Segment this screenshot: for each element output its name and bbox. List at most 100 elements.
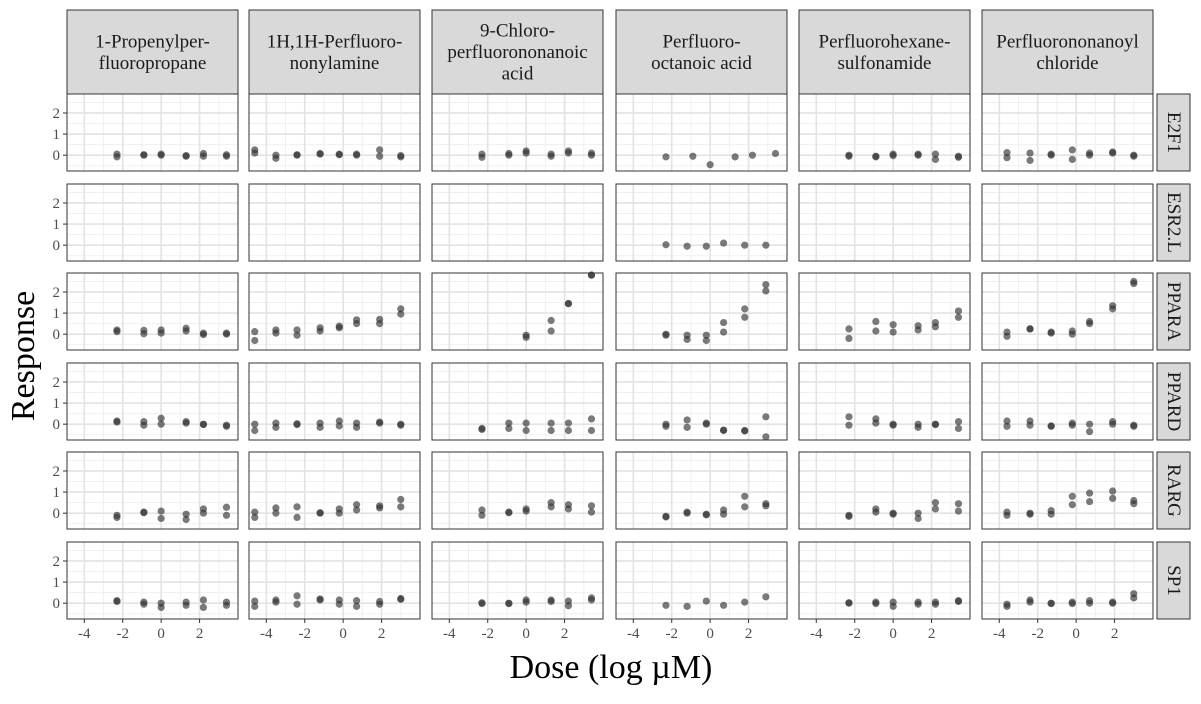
column-strip-chloride — [981, 9, 1154, 95]
data-point — [564, 149, 573, 157]
data-point — [397, 310, 405, 318]
data-point — [683, 602, 691, 610]
x-axis-title: Dose (log µM) — [510, 649, 713, 686]
panel-background — [799, 363, 970, 440]
data-point — [914, 509, 922, 517]
panel-esr2-l-nonylamine — [248, 183, 421, 262]
panel-border — [981, 272, 1154, 351]
data-point — [547, 327, 555, 335]
data-point — [1068, 421, 1076, 429]
data-point — [683, 509, 691, 517]
column-strip-label: fluoropropane — [99, 53, 207, 74]
data-point — [1130, 279, 1138, 288]
data-point — [1003, 602, 1011, 610]
y-tick-label: 2 — [53, 375, 61, 391]
panel-sp1-nonylamine — [248, 541, 421, 620]
data-point — [1109, 305, 1117, 313]
data-point — [522, 507, 530, 515]
data-point — [719, 239, 728, 247]
data-point — [889, 152, 897, 160]
data-point — [564, 505, 573, 513]
data-point — [587, 502, 596, 510]
data-point — [293, 513, 301, 521]
data-point — [954, 507, 963, 515]
data-point — [335, 422, 343, 430]
data-point — [1003, 417, 1011, 425]
data-point — [954, 424, 963, 432]
x-tick-label: 2 — [745, 626, 753, 642]
data-point — [251, 426, 259, 435]
data-point — [872, 327, 880, 335]
data-point — [683, 423, 691, 431]
x-tick-label: -2 — [481, 626, 494, 642]
row-strip-label: E2F1 — [1163, 112, 1184, 153]
column-strip-pfoa — [615, 9, 788, 95]
y-tick-label: 0 — [53, 327, 61, 343]
panel-esr2-l-propenyl — [66, 183, 239, 262]
data-point — [872, 153, 880, 161]
data-point — [931, 155, 940, 163]
row-strip-label: SP1 — [1163, 565, 1184, 596]
data-point — [547, 597, 555, 606]
data-point — [702, 336, 710, 345]
data-point — [931, 600, 940, 608]
x-tick-label: 0 — [157, 626, 165, 642]
data-point — [113, 513, 121, 521]
column-strip-label: Perfluoro- — [662, 31, 740, 52]
x-tick-label: -2 — [298, 626, 311, 642]
data-point — [1003, 511, 1011, 519]
y-tick-label: 0 — [53, 238, 61, 254]
row-strip-label: PPARA — [1163, 282, 1184, 342]
data-point — [335, 600, 343, 608]
x-tick-label: -2 — [665, 626, 678, 642]
data-point — [316, 423, 324, 431]
panel-ppard-propenyl — [66, 362, 239, 441]
x-axis-labels: -4 -2 0 2 -4 -2 0 2 -4 -2 0 2 -4 -2 0 2 -4 -2 0 2 -4 -2 0 2 — [78, 619, 1118, 642]
data-point — [251, 336, 259, 345]
data-point — [741, 598, 749, 606]
data-point — [914, 151, 922, 159]
data-point — [1068, 155, 1076, 163]
data-point — [522, 149, 530, 157]
data-point — [914, 326, 922, 334]
row-strip-ppard — [1156, 362, 1191, 441]
data-point — [352, 423, 361, 431]
data-point — [547, 503, 555, 511]
panel-e2f1-propenyl — [66, 93, 239, 172]
data-point — [397, 503, 405, 511]
data-point — [182, 515, 190, 524]
data-point — [564, 602, 573, 610]
panel-esr2-l-chloro — [431, 183, 604, 262]
panel-background — [432, 273, 603, 350]
panel-border — [431, 362, 604, 441]
data-point — [914, 423, 922, 431]
data-point — [1109, 149, 1117, 157]
data-point — [845, 334, 853, 342]
panel-ppard-chloro — [431, 362, 604, 441]
data-point — [587, 151, 596, 159]
data-point — [293, 592, 301, 600]
data-point — [199, 152, 208, 160]
data-point — [222, 511, 231, 519]
panel-background — [799, 94, 970, 171]
data-point — [140, 600, 148, 608]
data-point — [719, 510, 728, 518]
panel-border — [615, 451, 788, 530]
data-point — [293, 503, 301, 511]
x-tick-label: -2 — [1031, 626, 1044, 642]
panel-rarg-sulfonamide — [798, 451, 971, 530]
data-point — [251, 508, 259, 516]
data-point — [662, 330, 670, 338]
data-point — [478, 153, 486, 161]
data-point — [272, 598, 280, 606]
panel-rarg-chloro — [431, 451, 604, 530]
data-point — [505, 509, 513, 517]
data-point — [1026, 149, 1034, 157]
data-point — [478, 600, 486, 608]
data-point — [1109, 494, 1117, 503]
column-strip-label: acid — [502, 64, 534, 85]
data-point — [889, 602, 897, 610]
data-point — [376, 600, 384, 608]
data-point — [662, 153, 670, 161]
